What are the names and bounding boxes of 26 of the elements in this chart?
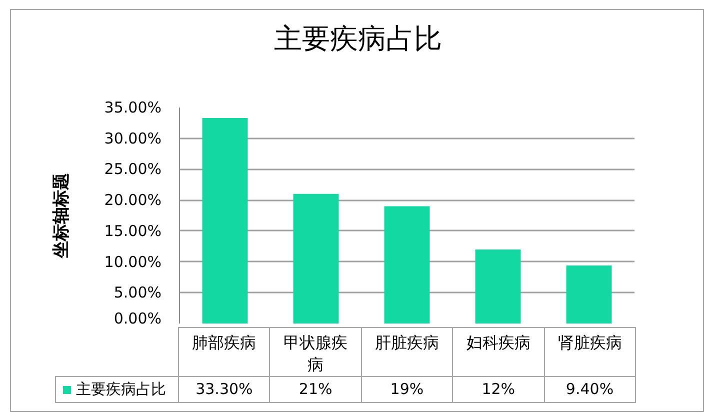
bar [202,118,248,324]
data-label: 12% [452,376,544,402]
y-tick-label: 30.00% [104,129,162,148]
data-label: 21% [270,376,362,402]
x-tick-label: 肺部疾病 [178,328,270,376]
x-tick-label: 妇科疾病 [452,328,544,376]
y-tick-label: 0.00% [114,310,162,328]
bar [293,194,339,324]
bar [384,206,430,324]
data-label: 19% [361,376,453,402]
x-tick-label: 甲状腺疾病 [270,328,362,376]
y-tick-label: 20.00% [104,191,162,210]
y-tick-label: 35.00% [104,98,162,116]
bar [475,249,521,324]
y-tick-label: 5.00% [114,284,162,302]
legend-label: 主要疾病占比 [56,376,178,402]
x-tick-label: 肾脏疾病 [544,328,636,376]
data-label: 33.30% [178,376,270,402]
y-tick-label: 25.00% [104,160,162,178]
bar [566,265,612,324]
data-label: 9.40% [544,376,636,402]
y-tick-label: 15.00% [104,222,162,240]
y-tick-label: 10.00% [104,252,162,271]
y-axis-title: 坐标轴标题 [51,173,72,259]
x-tick-label: 肝脏疾病 [361,328,453,376]
chart-title: 主要疾病占比 [273,23,443,57]
